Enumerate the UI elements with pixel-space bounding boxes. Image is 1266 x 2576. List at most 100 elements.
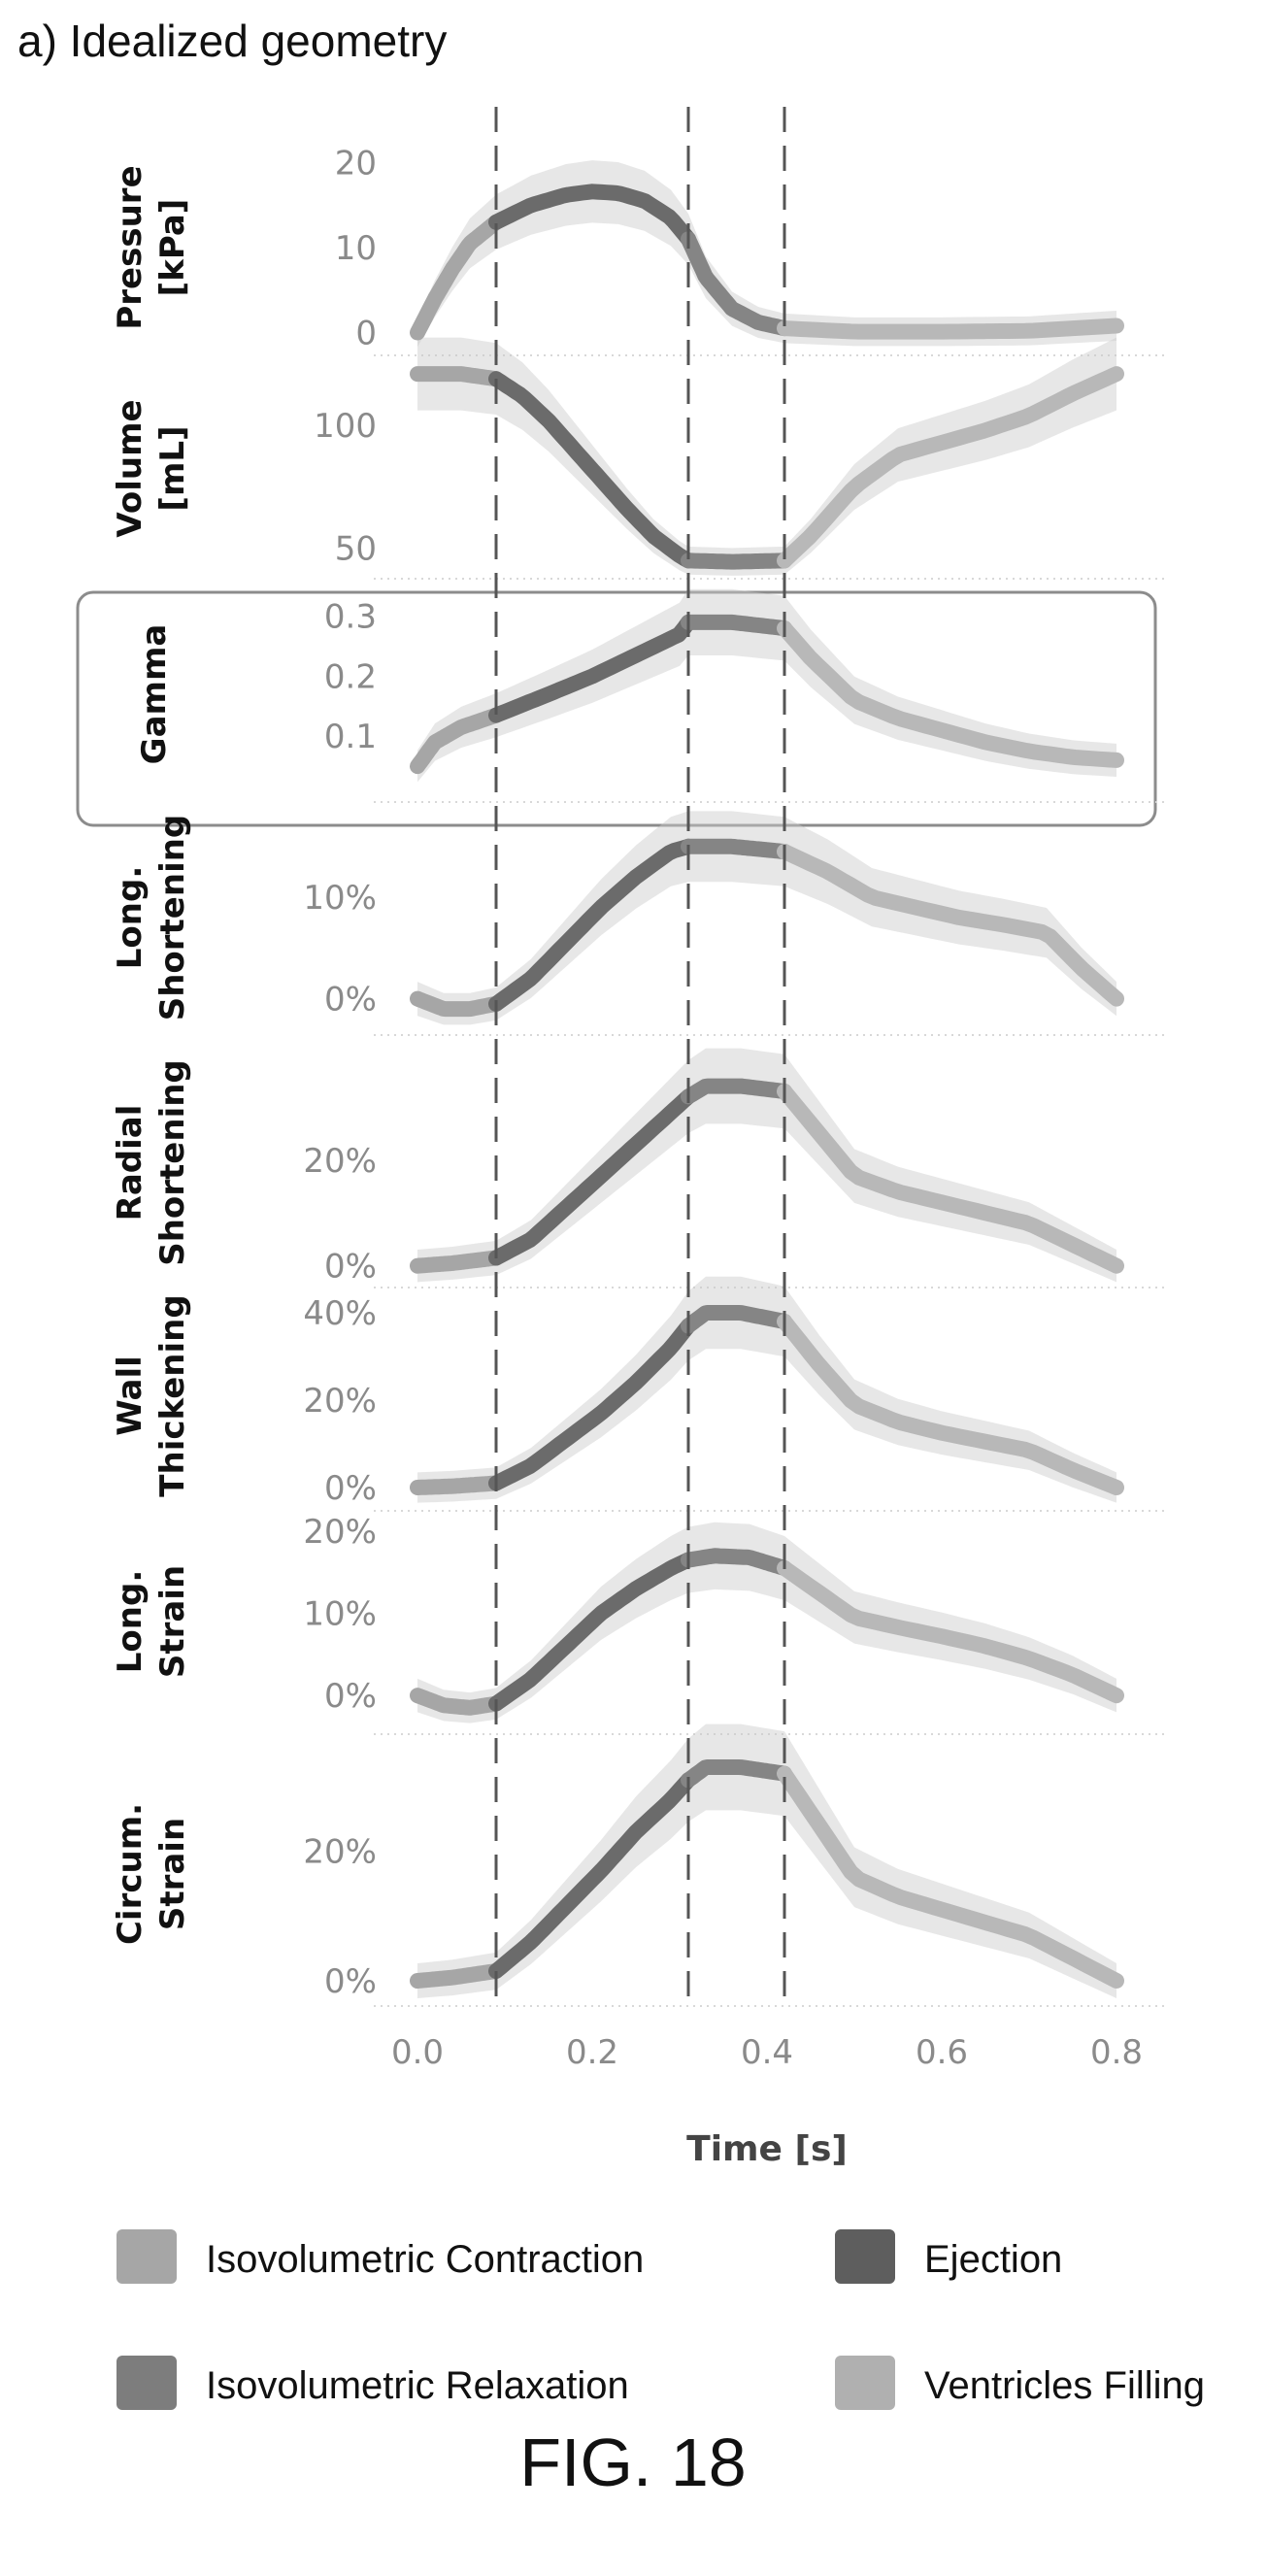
ylabel-6: Wall Thickening [111,1294,192,1496]
legend-label-1: Isovolumetric Contraction [206,2238,644,2281]
curve-6-phase-2 [488,1318,696,1491]
curve-7-phase-2 [488,1552,696,1712]
legend-entry-1: Isovolumetric Contraction [117,2229,644,2284]
ytick-4-1: 0% [324,981,377,1020]
variability-band-1 [417,160,1116,348]
ylabel-7-line-2: Strain [153,1565,192,1678]
ylabel-8: Circum. Strain [111,1803,192,1945]
xtick-2: 0.2 [566,2033,618,2072]
curve-6-phase-1 [410,1475,504,1495]
curve-1-phase-4 [777,318,1124,340]
figure-label: FIG. 18 [519,2425,746,2500]
curve-1-phase-3 [681,231,792,337]
xtick-1: 0.0 [391,2033,444,2072]
ytick-6-2: 20% [303,1382,377,1421]
ytick-7-2: 10% [303,1595,377,1634]
curve-8-phase-1 [410,1963,504,1989]
curve-3-phase-4 [777,620,1124,768]
ytick-2-2: 100 [314,407,377,446]
legend-swatch-3 [117,2356,177,2410]
variability-band-2 [417,337,1116,576]
curve-1-phase-2 [488,184,696,248]
ytick-8-1: 0% [324,1962,377,2001]
curve-6-phase-4 [777,1314,1124,1495]
curve-8-phase-2 [488,1772,696,1979]
ylabel-6-line-2: Thickening [153,1294,192,1496]
ylabel-5-line-2: Shortening [153,1059,192,1266]
ytick-8-2: 20% [303,1833,377,1872]
curve-8-phase-3 [681,1759,792,1789]
ylabel-7: Long. Strain [111,1565,192,1678]
ylabel-1-line-1: Pressure [111,165,150,329]
xtick-5: 0.8 [1090,2033,1143,2072]
variability-band-8 [417,1723,1116,1998]
legend-label-4: Ventricles Filling [924,2364,1205,2407]
ylabel-3: Gamma [135,624,174,765]
legend-label-2: Ejection [924,2238,1062,2281]
curve-5-phase-3 [681,1078,792,1105]
curve-5-phase-4 [777,1084,1124,1274]
ytick-5-1: 0% [324,1248,377,1287]
curve-8-phase-4 [777,1765,1124,1989]
curve-2-phase-3 [681,552,792,570]
panel-title: a) Idealized geometry [17,16,447,66]
curve-7-phase-4 [777,1560,1124,1704]
ytick-4-2: 10% [303,879,377,918]
ylabel-5: Radial Shortening [111,1059,192,1266]
ylabel-6-line-1: Wall [111,1355,150,1436]
ylabel-4-line-2: Shortening [153,815,192,1021]
ylabel-2-line-2: [mL] [153,425,192,511]
ytick-3-3: 0.3 [324,598,377,637]
ytick-1-1: 0 [355,315,377,353]
ytick-3-2: 0.2 [324,657,377,696]
curve-5-phase-1 [410,1250,504,1274]
curve-7-phase-1 [410,1688,504,1716]
ylabel-2-line-1: Volume [111,399,150,537]
variability-band-6 [417,1276,1116,1503]
curve-3-phase-2 [488,614,696,723]
ylabel-4: Long. Shortening [111,815,192,1021]
curve-4-phase-1 [410,990,504,1018]
curve-2-phase-4 [777,366,1124,569]
ylabel-7-line-1: Long. [111,1570,150,1673]
variability-band-5 [417,1048,1116,1283]
legend-entry-2: Ejection [835,2229,1062,2284]
ytick-5-2: 20% [303,1142,377,1181]
ytick-7-3: 20% [303,1513,377,1552]
curve-3-phase-1 [410,707,504,775]
curve-4-phase-3 [681,838,792,859]
ytick-1-3: 20 [335,145,377,184]
curve-1-phase-1 [410,214,504,341]
ylabel-1-line-2: [kPa] [153,199,192,297]
curve-4-phase-4 [777,844,1124,1007]
legend-swatch-1 [117,2229,177,2284]
curve-3-phase-3 [681,614,792,637]
ytick-2-1: 50 [335,530,377,569]
ylabel-4-line-1: Long. [111,866,150,969]
ytick-7-1: 0% [324,1677,377,1716]
legend-entry-4: Ventricles Filling [835,2356,1205,2410]
ylabel-1: Pressure [kPa] [111,165,192,329]
ylabel-3-line-1: Gamma [135,624,174,765]
curve-2-phase-1 [410,366,504,387]
legend-entry-3: Isovolumetric Relaxation [117,2356,629,2410]
legend-swatch-2 [835,2229,895,2284]
xtick-4: 0.6 [916,2033,968,2072]
ytick-6-1: 0% [324,1469,377,1508]
ytick-1-2: 10 [335,229,377,268]
x-axis-label: Time [s] [686,2129,848,2169]
ylabel-8-line-1: Circum. [111,1803,150,1945]
legend-swatch-4 [835,2356,895,2410]
ylabel-5-line-1: Radial [111,1105,150,1221]
curve-2-phase-2 [488,371,696,569]
xtick-3: 0.4 [741,2033,793,2072]
ylabel-2: Volume [mL] [111,399,192,537]
curve-7-phase-3 [681,1548,792,1576]
ytick-3-1: 0.1 [324,718,377,756]
ylabel-8-line-2: Strain [153,1818,192,1930]
legend-label-3: Isovolumetric Relaxation [206,2364,629,2407]
curve-5-phase-2 [488,1088,696,1266]
curve-4-phase-2 [488,838,696,1012]
curve-6-phase-3 [681,1305,792,1334]
